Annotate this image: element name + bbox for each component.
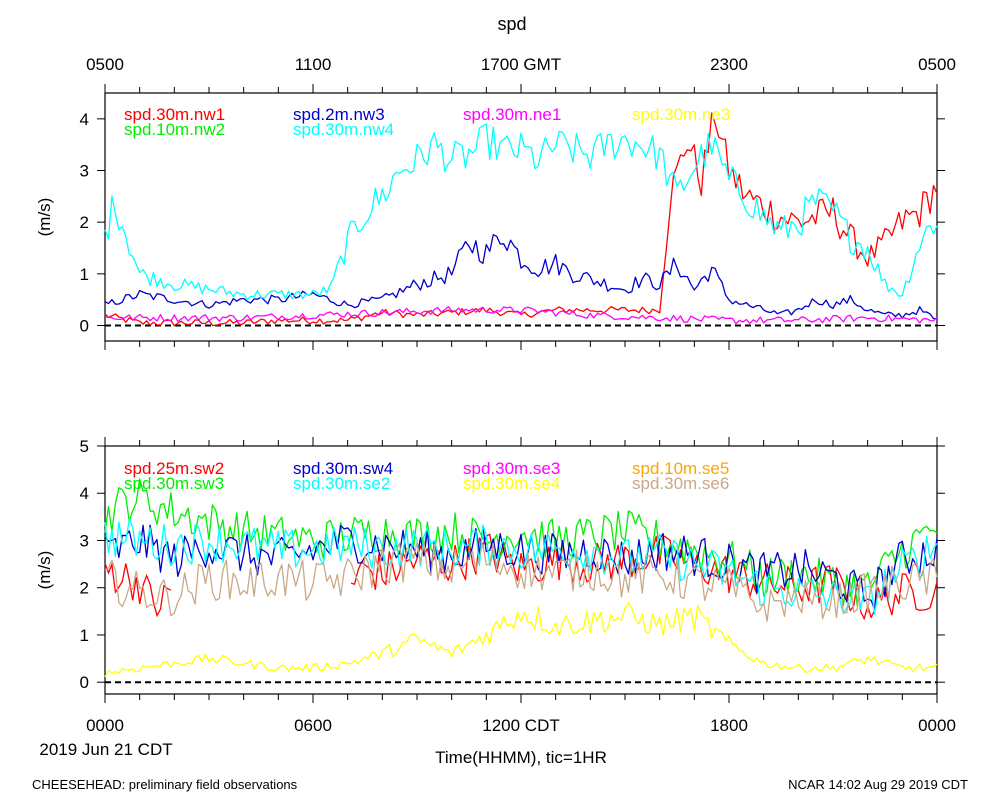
y-tick-label: 3: [80, 531, 89, 550]
y-tick-label: 4: [80, 484, 89, 503]
y-tick-label: 1: [80, 265, 89, 284]
panel-bottom-ylabel: (m/s): [35, 551, 54, 590]
y-tick-label: 1: [80, 626, 89, 645]
legend-entry: spd.10m.se5: [632, 459, 729, 478]
top-tick-label: 1700 GMT: [481, 55, 561, 74]
bottom-axis-labels: 0000 0600 1200 CDT 1800 0000: [86, 716, 956, 735]
top-axis-labels: 0500 1100 1700 GMT 2300 0500: [86, 55, 956, 74]
panel-top-legend: spd.30m.nw1 spd.10m.nw2 spd.2m.nw3 spd.3…: [124, 105, 730, 139]
chart-title: spd: [497, 14, 526, 34]
legend-entry: spd.10m.nw2: [124, 120, 225, 139]
panel-top: (m/s) 0 1 2 3 4 spd.30m.nw1 spd.10m.nw2 spd.…: [35, 84, 945, 350]
legend-entry: spd.30m.nw4: [293, 120, 394, 139]
y-tick-label: 4: [80, 110, 89, 129]
bottom-tick-label: 1800: [710, 716, 748, 735]
y-tick-label: 5: [80, 437, 89, 456]
bottom-tick-label: 0000: [918, 716, 956, 735]
legend-entry: spd.30m.se6: [632, 474, 729, 493]
legend-entry: spd.30m.ne1: [463, 105, 561, 124]
bottom-tick-label: 1200 CDT: [482, 716, 559, 735]
series-line-spd-30m-ne1: [105, 306, 938, 325]
series-line-spd-30m-nw1: [104, 112, 938, 327]
series-line-spd-25m-sw2: [104, 562, 172, 618]
series-line-spd-30m-sw3: [104, 478, 938, 607]
date-label: 2019 Jun 21 CDT: [39, 740, 172, 759]
legend-entry: spd.30m.se4: [463, 474, 560, 493]
panel-bottom-legend: spd.25m.sw2 spd.30m.sw3 spd.30m.sw4 spd.…: [124, 459, 729, 493]
y-tick-label: 2: [80, 213, 89, 232]
y-tick-label: 0: [80, 317, 89, 336]
bottom-tick-label: 0600: [294, 716, 332, 735]
x-axis-title: Time(HHMM), tic=1HR: [435, 748, 607, 767]
legend-entry: spd.30m.sw4: [293, 459, 393, 478]
legend-entry: spd.2m.nw3: [293, 105, 385, 124]
series-line-spd-30m-se2: [104, 518, 938, 615]
legend-entry: spd.30m.ne3: [632, 105, 730, 124]
legend-entry: spd.30m.nw1: [124, 105, 225, 124]
series-line-spd-30m-nw4: [104, 123, 938, 301]
panel-bottom-series: [104, 478, 938, 678]
y-tick-label: 3: [80, 162, 89, 181]
panel-bottom: (m/s) 0 1 2 3 4 5 spd.25m.sw2 spd.30m.sw3 spd…: [35, 437, 945, 703]
series-line-spd-30m-se6: [104, 541, 938, 622]
panel-bottom-ticks: 0 1 2 3 4 5: [80, 437, 945, 703]
top-tick-label: 1100: [295, 55, 332, 74]
legend-entry: spd.30m.se2: [293, 474, 390, 493]
footer-left: CHEESEHEAD: preliminary field observatio…: [32, 777, 298, 792]
y-tick-label: 0: [80, 673, 89, 692]
y-tick-label: 2: [80, 579, 89, 598]
panel-top-ylabel: (m/s): [35, 198, 54, 237]
legend-entry: spd.30m.sw3: [124, 474, 224, 493]
panel-top-series: [104, 112, 938, 327]
series-line-spd-2m-nw3: [104, 234, 937, 320]
top-tick-label: 2300: [710, 55, 748, 74]
bottom-tick-label: 0000: [86, 716, 124, 735]
panel-top-ticks: 0 1 2 3 4: [80, 84, 945, 350]
footer-right: NCAR 14:02 Aug 29 2019 CDT: [788, 777, 968, 792]
legend-entry: spd.30m.se3: [463, 459, 560, 478]
top-tick-label: 0500: [86, 55, 124, 74]
legend-entry: spd.25m.sw2: [124, 459, 224, 478]
series-line-spd-30m-sw4: [104, 524, 938, 611]
top-tick-label: 0500: [918, 55, 956, 74]
series-line-spd-30m-se4: [104, 602, 938, 678]
